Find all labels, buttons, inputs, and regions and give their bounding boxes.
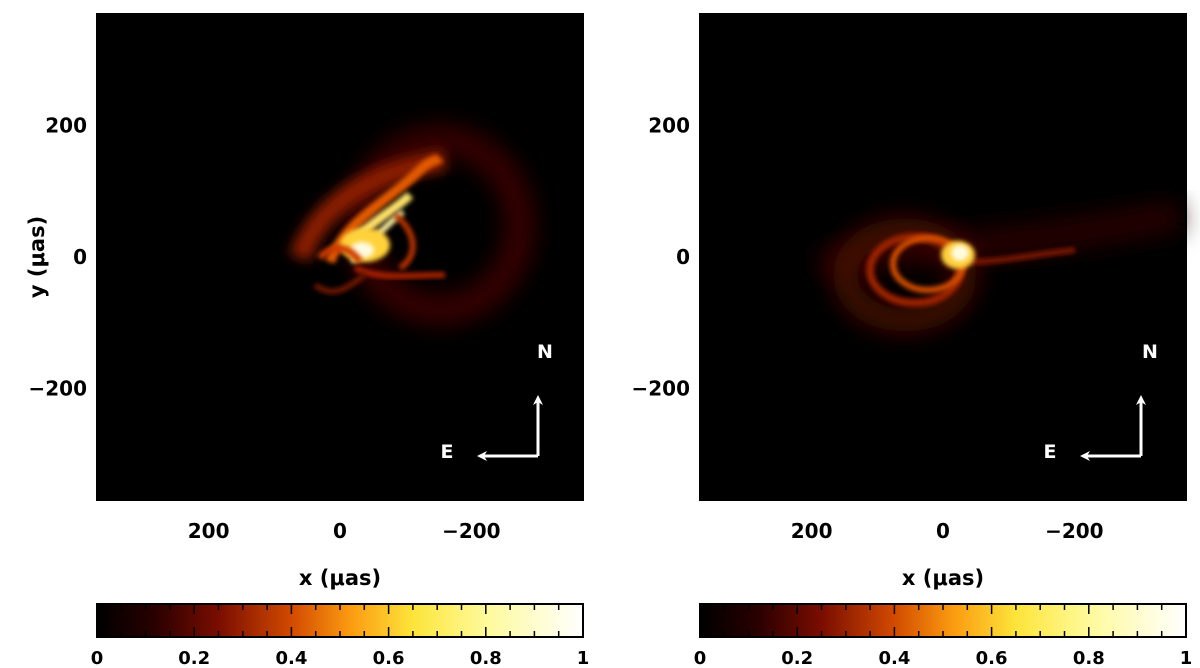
east-label: E [441, 441, 454, 463]
right-y-tick-label: 200 [648, 114, 690, 138]
right-x-tick-label: 0 [936, 519, 950, 543]
right-y-tick-label: −200 [631, 376, 690, 400]
left-ticks: 200 0 −200 200 0 −200 [28, 14, 583, 543]
right-colorbar-tick-label: 0.2 [781, 648, 813, 668]
left-colorbar-tick-label: 0.6 [373, 648, 405, 668]
left-colorbar-tick-label: 0.8 [470, 648, 502, 668]
right-emission [816, 200, 1183, 332]
left-y-tick-label: 200 [45, 114, 87, 138]
north-label: N [537, 341, 553, 363]
right-x-tick-label: −200 [1045, 519, 1104, 543]
left-x-tick-label: −200 [442, 519, 501, 543]
left-y-axis-label: y (μas) [25, 216, 49, 298]
right-colorbar-ticks: 0 0.2 0.4 0.6 0.8 1 [694, 604, 1193, 668]
left-emission [289, 126, 534, 324]
right-ticks: 200 0 −200 200 0 −200 [631, 14, 1186, 543]
right-x-tick-label: 200 [791, 519, 833, 543]
right-colorbar: 0 0.2 0.4 0.6 0.8 1 [694, 603, 1193, 668]
left-x-tick-label: 200 [188, 519, 230, 543]
left-colorbar-tick-label: 0.2 [178, 648, 210, 668]
right-colorbar-tick-label: 0.4 [878, 648, 910, 668]
east-label: E [1044, 441, 1057, 463]
left-colorbar: 0 0.2 0.4 0.6 0.8 1 [91, 603, 590, 668]
right-compass: N E [1044, 341, 1158, 463]
right-y-tick-label: 0 [676, 245, 690, 269]
left-colorbar-tick-label: 0.4 [275, 648, 307, 668]
left-colorbar-ticks: 0 0.2 0.4 0.6 0.8 1 [91, 604, 590, 668]
left-colorbar-tick-label: 0 [91, 648, 104, 668]
left-y-tick-label: 0 [73, 245, 87, 269]
left-panel: 200 0 −200 200 0 −200 N E x (μas) y (μas) [25, 13, 584, 590]
left-y-tick-label: −200 [28, 376, 87, 400]
right-colorbar-tick-label: 0 [694, 648, 707, 668]
right-colorbar-tick-label: 1 [1180, 648, 1193, 668]
north-label: N [1142, 341, 1158, 363]
left-colorbar-tick-label: 1 [577, 648, 590, 668]
left-compass: N E [441, 341, 553, 463]
right-colorbar-tick-label: 0.8 [1073, 648, 1105, 668]
right-colorbar-tick-label: 0.6 [976, 648, 1008, 668]
left-x-tick-label: 0 [333, 519, 347, 543]
left-x-axis-label: x (μas) [299, 566, 381, 590]
right-x-axis-label: x (μas) [902, 566, 984, 590]
right-panel: 200 0 −200 200 0 −200 N E x (μas) [631, 13, 1187, 590]
